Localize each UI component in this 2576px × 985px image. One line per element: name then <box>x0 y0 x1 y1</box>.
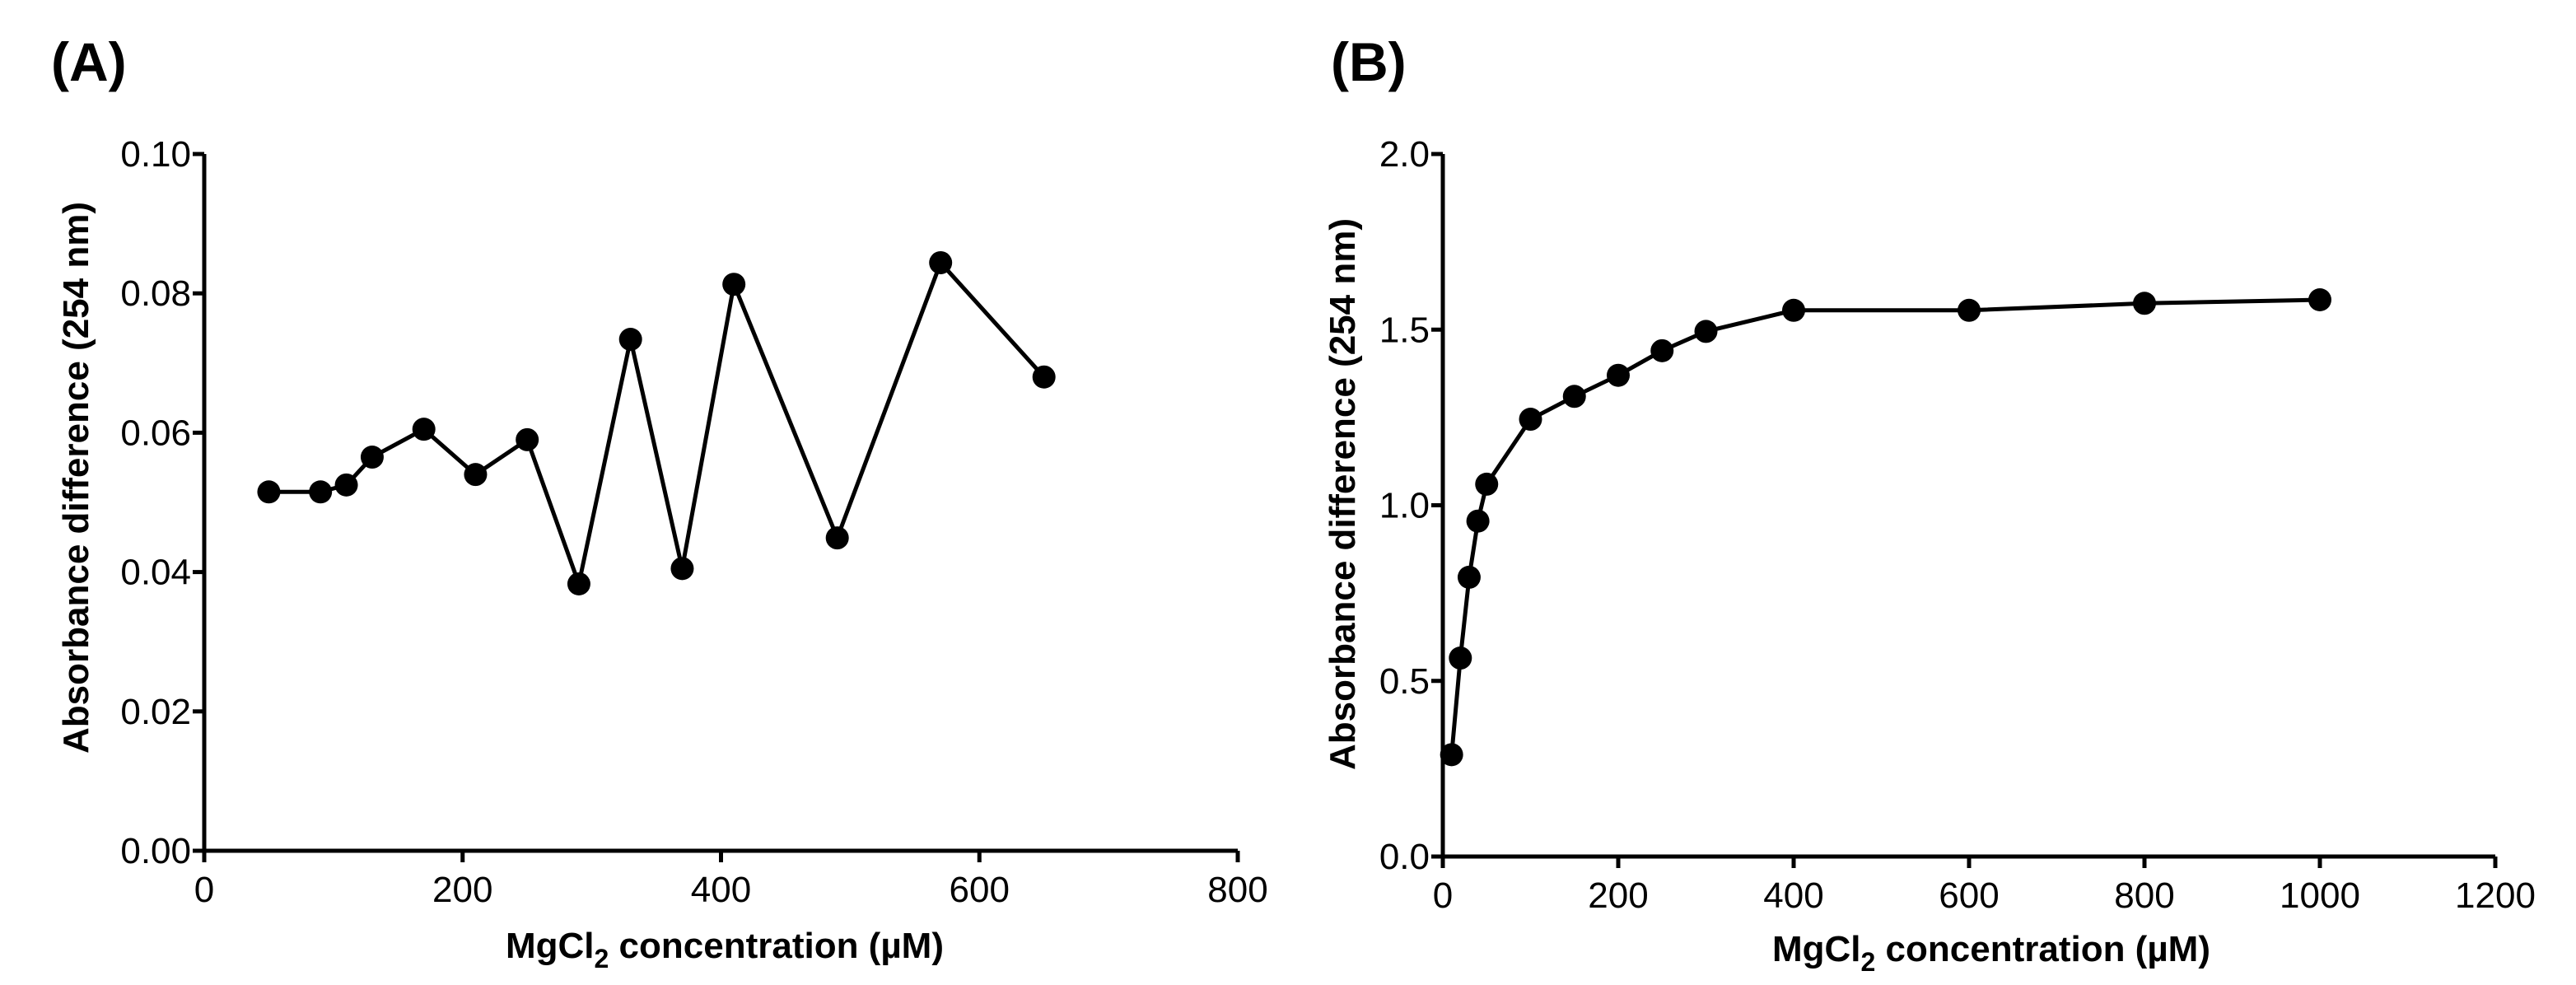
panel-a-data-point <box>670 557 694 581</box>
panel-a-x-axis-title: MgCl2 concentration (µM) <box>506 926 944 973</box>
panel-a-data-point <box>257 480 281 504</box>
panel-a-data-point <box>360 446 384 469</box>
panel-a-y-tick-label: 0.02 <box>120 692 191 732</box>
panel-a-series-line <box>268 259 1046 592</box>
panel-b-data-point <box>1449 647 1472 670</box>
panel-b-data-point <box>2133 292 2156 315</box>
panel-b-x-tick-label: 600 <box>1939 875 1999 916</box>
panel-b-label: (B) <box>1331 31 1407 92</box>
panel-b-data-point <box>1782 298 1805 322</box>
panel-b-x-tick-label: 1000 <box>2280 875 2360 916</box>
panel-a-data-point <box>567 572 590 595</box>
panel-b-y-tick-label: 1.5 <box>1379 310 1430 350</box>
panel-a-y-tick-label: 0.08 <box>120 273 191 314</box>
panel-b: (B) Absorbance difference (254 nm) MgCl2… <box>1323 31 2536 977</box>
panel-b-x-axis-title-sub: 2 <box>1861 947 1876 977</box>
panel-b-x-tick-label: 400 <box>1763 875 1823 916</box>
panel-b-data-point <box>1440 743 1463 767</box>
panel-b-data-point <box>1694 320 1718 343</box>
panel-a-y-tick-label: 0.10 <box>120 134 191 175</box>
panel-b-x-tick-label: 800 <box>2114 875 2174 916</box>
panel-a-data-point <box>309 480 333 504</box>
panel-b-data-point <box>1457 565 1481 589</box>
panel-b-x-axis-title-suffix: concentration (µM) <box>1875 929 2210 969</box>
panel-b-y-tick-label: 0.5 <box>1379 661 1430 702</box>
panel-a: (A) Absorbance difference (254 nm) MgCl2… <box>51 31 1268 973</box>
panel-b-x-tick-label: 200 <box>1588 875 1648 916</box>
panel-a-x-axis-title-prefix: MgCl <box>506 926 595 966</box>
panel-b-data-point <box>1607 363 1630 387</box>
panel-a-y-axis-title: Absorbance difference (254 nm) <box>56 202 96 754</box>
panel-a-data-point <box>516 427 539 451</box>
panel-b-y-tick-label: 1.0 <box>1379 486 1430 526</box>
panel-a-data-point <box>825 526 849 550</box>
panel-a-label: (A) <box>51 31 127 92</box>
panel-a-data-point <box>929 250 953 274</box>
panel-b-y-tick-label: 2.0 <box>1379 134 1430 175</box>
panel-b-x-tick-label: 0 <box>1433 875 1453 916</box>
panel-b-x-axis-title: MgCl2 concentration (µM) <box>1772 929 2210 977</box>
panel-b-data-point <box>2308 287 2331 311</box>
panel-a-data-point <box>618 328 642 352</box>
panel-a-data-point <box>1032 365 1056 389</box>
panel-b-data-point <box>1466 509 1490 533</box>
panel-a-data-point <box>722 273 746 296</box>
panel-a-data-point <box>464 463 488 487</box>
panel-a-x-tick-label: 600 <box>950 870 1010 910</box>
panel-b-data-point <box>1650 338 1674 362</box>
panel-b-x-axis-title-prefix: MgCl <box>1772 929 1861 969</box>
panel-a-data-point <box>412 418 436 441</box>
panel-a-x-tick-label: 400 <box>691 870 751 910</box>
panel-b-y-tick-label: 0.0 <box>1379 837 1430 877</box>
panel-a-x-tick-label: 200 <box>432 870 492 910</box>
panel-a-x-axis-title-sub: 2 <box>595 944 609 973</box>
panel-a-x-tick-label: 800 <box>1207 870 1267 910</box>
panel-b-data-point <box>1958 298 1981 322</box>
panel-b-series-line <box>1449 297 2321 755</box>
panel-a-x-tick-label: 0 <box>194 870 214 910</box>
panel-b-data-point <box>1475 472 1499 496</box>
panel-a-y-tick-label: 0.00 <box>120 831 191 871</box>
panel-b-y-axis-title: Absorbance difference (254 nm) <box>1323 218 1363 770</box>
panel-b-data-point <box>1519 408 1542 432</box>
panel-a-x-axis-title-suffix: concentration (µM) <box>609 926 944 966</box>
panel-a-data-point <box>334 473 358 497</box>
panel-a-y-tick-label: 0.06 <box>120 413 191 453</box>
panel-a-y-tick-label: 0.04 <box>120 553 191 593</box>
panel-b-data-point <box>1562 385 1586 408</box>
panel-b-x-tick-label: 1200 <box>2455 875 2536 916</box>
